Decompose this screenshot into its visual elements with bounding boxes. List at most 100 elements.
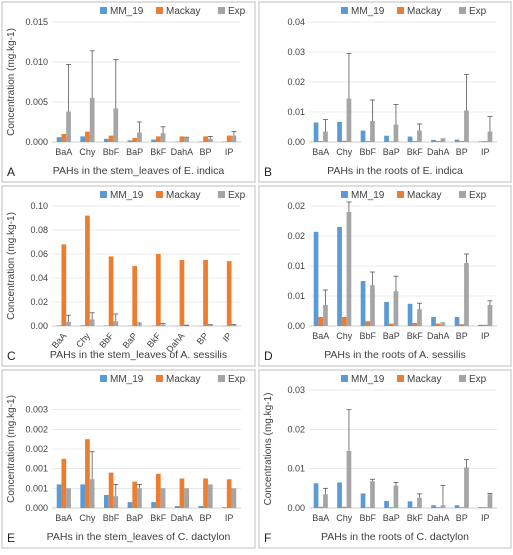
bar-exp bbox=[347, 451, 352, 508]
bar-mackay bbox=[156, 136, 161, 142]
x-tick-label: Chy bbox=[336, 331, 353, 341]
y-tick-label: 0.03 bbox=[287, 47, 305, 57]
bar-mackay bbox=[109, 256, 114, 326]
x-tick-label: BP bbox=[456, 331, 468, 341]
bar-mackay bbox=[203, 479, 208, 509]
bar-mackay bbox=[365, 141, 370, 142]
bar-mackay bbox=[132, 266, 137, 326]
bar-mm-19 bbox=[361, 281, 366, 326]
y-tick-label: 0.03 bbox=[287, 385, 305, 395]
y-tick-label: 0.02 bbox=[30, 297, 48, 307]
y-tick-label: 0.01 bbox=[287, 291, 305, 301]
y-axis-label: Concentration (mg.kg-1) bbox=[6, 395, 17, 503]
y-tick-label: 0.01 bbox=[287, 261, 305, 271]
x-tick-label: Chy bbox=[79, 147, 96, 157]
y-tick-label: 0.06 bbox=[30, 249, 48, 259]
bar-mackay bbox=[412, 141, 417, 142]
bar-exp bbox=[441, 140, 446, 142]
y-axis-label: Concentration (mg.kg-1) bbox=[6, 212, 17, 320]
legend-label: Mackay bbox=[407, 6, 441, 17]
legend-label: Exp bbox=[228, 6, 246, 17]
bar-mm-19 bbox=[384, 501, 389, 508]
legend-label: Exp bbox=[228, 190, 246, 201]
bar-exp bbox=[488, 305, 493, 326]
y-tick-label: 0.08 bbox=[30, 225, 48, 235]
bar-exp bbox=[208, 139, 213, 142]
bar-mackay bbox=[203, 260, 208, 326]
bar-mm-19 bbox=[151, 502, 156, 508]
bar-mackay bbox=[61, 244, 66, 326]
bar-exp bbox=[161, 133, 166, 142]
y-axis-label: Concentrations (mg.kg-1) bbox=[263, 393, 274, 506]
bar-exp bbox=[137, 488, 142, 508]
bar-mackay bbox=[412, 507, 417, 508]
bar-exp bbox=[137, 132, 142, 142]
x-tick-label: Chy bbox=[79, 513, 96, 523]
bar-mackay bbox=[109, 136, 114, 142]
bar-mackay bbox=[436, 324, 441, 326]
bar-exp bbox=[184, 488, 189, 508]
bar-exp bbox=[232, 136, 237, 142]
bar-exp bbox=[66, 322, 71, 326]
bar-mackay bbox=[436, 507, 441, 508]
bar-exp bbox=[370, 121, 375, 142]
y-tick-label: 0.02 bbox=[287, 424, 305, 434]
x-tick-label: BkF bbox=[407, 513, 424, 523]
legend-label: Exp bbox=[469, 6, 487, 17]
bar-mackay bbox=[318, 507, 323, 508]
bar-exp bbox=[394, 125, 399, 142]
bar-mackay bbox=[203, 136, 208, 142]
bar-mackay bbox=[180, 136, 185, 142]
bar-exp bbox=[208, 484, 213, 508]
x-tick-label: DahA bbox=[171, 147, 194, 157]
bar-mm-19 bbox=[104, 139, 109, 142]
y-tick-label: 0.001 bbox=[25, 483, 48, 493]
bar-mm-19 bbox=[57, 137, 62, 142]
legend-swatch bbox=[100, 375, 107, 382]
bar-mackay bbox=[85, 216, 90, 326]
bar-mackay bbox=[365, 507, 370, 508]
legend-label: MM_19 bbox=[110, 190, 144, 201]
bar-mackay bbox=[342, 317, 347, 326]
bar-exp bbox=[370, 285, 375, 326]
y-tick-label: 0.015 bbox=[25, 17, 48, 27]
legend-swatch bbox=[397, 7, 404, 14]
bar-exp bbox=[394, 291, 399, 326]
x-tick-label: DahA bbox=[427, 147, 450, 157]
x-tick-label: BaA bbox=[312, 513, 329, 523]
bar-mm-19 bbox=[80, 484, 85, 508]
bar-mackay bbox=[412, 323, 417, 326]
bar-exp bbox=[441, 505, 446, 508]
bar-mm-19 bbox=[361, 131, 366, 142]
bar-mackay bbox=[389, 141, 394, 142]
x-tick-label: BaP bbox=[126, 147, 143, 157]
x-tick-label: DahA bbox=[427, 513, 450, 523]
x-tick-label: Chy bbox=[336, 513, 353, 523]
x-axis-label: PAHs in the stem_leaves of A. sessilis bbox=[50, 349, 227, 361]
legend-swatch bbox=[218, 191, 225, 198]
x-tick-label: BbF bbox=[359, 147, 376, 157]
bar-mackay bbox=[342, 141, 347, 142]
y-tick-label: 0.002 bbox=[25, 424, 48, 434]
bar-mm-19 bbox=[57, 325, 62, 326]
bar-mm-19 bbox=[431, 140, 436, 142]
bar-mm-19 bbox=[408, 137, 413, 142]
legend-label: Exp bbox=[228, 374, 246, 385]
legend-label: Mackay bbox=[407, 190, 441, 201]
y-tick-label: 0.001 bbox=[25, 464, 48, 474]
bar-mackay bbox=[85, 439, 90, 508]
bar-mm-19 bbox=[222, 507, 227, 508]
y-tick-label: 0.00 bbox=[30, 321, 48, 331]
panel-letter: E bbox=[7, 531, 15, 545]
bar-mackay bbox=[85, 132, 90, 142]
bar-exp bbox=[347, 99, 352, 143]
legend-label: Mackay bbox=[407, 374, 441, 385]
bar-mackay bbox=[342, 507, 347, 508]
bar-exp bbox=[232, 488, 237, 508]
x-tick-label: Chy bbox=[336, 147, 353, 157]
x-tick-label: BaP bbox=[126, 513, 143, 523]
x-tick-label: BaA bbox=[312, 331, 329, 341]
legend-swatch bbox=[100, 191, 107, 198]
bar-mm-19 bbox=[314, 483, 319, 508]
